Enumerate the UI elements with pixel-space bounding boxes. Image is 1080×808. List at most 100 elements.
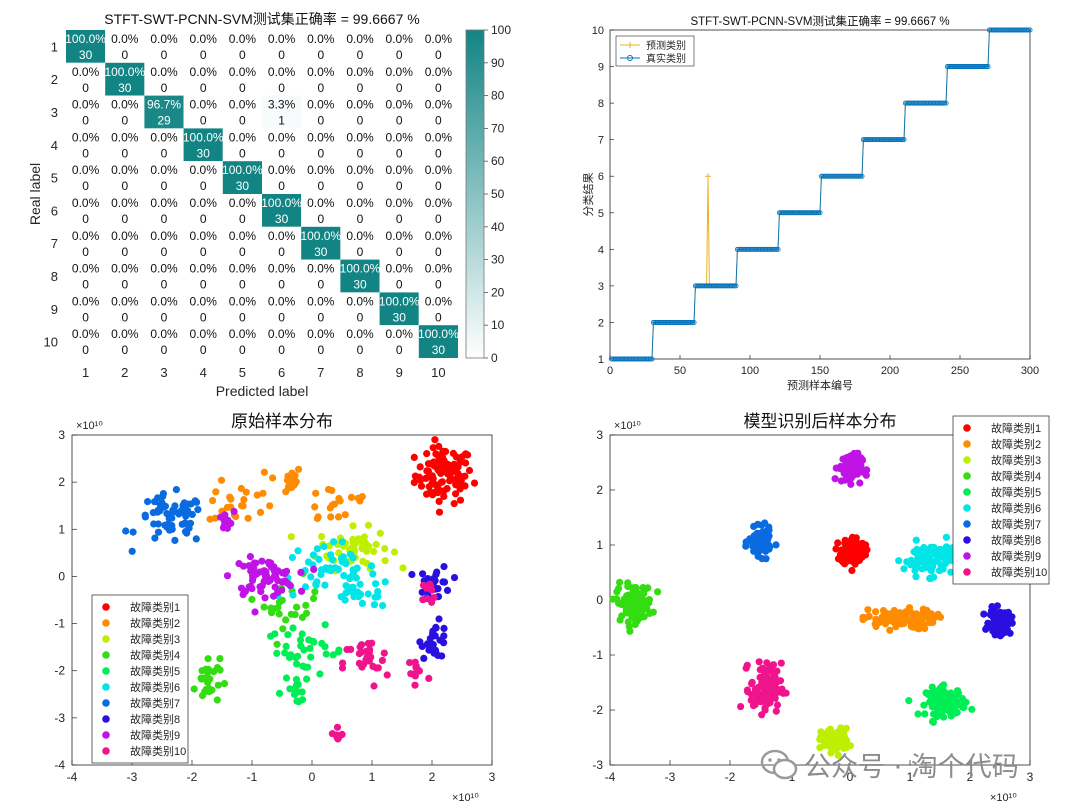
matrix-cell [183, 226, 223, 260]
matrix-cell [183, 194, 223, 227]
cell-percent-label: 0.0% [229, 196, 257, 210]
scatter-point [411, 681, 419, 689]
true-marker [859, 173, 865, 179]
legend-label: 故障类别2 [991, 437, 1041, 451]
cell-count-label: 0 [239, 310, 246, 324]
x-axis-label: 预测样本编号 [787, 378, 853, 392]
cell-count-label: 0 [200, 278, 207, 292]
predicted-marker [705, 173, 711, 180]
scatter-point [434, 489, 442, 497]
scatter-point [257, 587, 265, 596]
cell-count-label: 0 [82, 179, 89, 193]
scatter-point [909, 623, 917, 631]
scatter-point [834, 751, 843, 760]
cell-count-label: 0 [357, 114, 364, 128]
cell-percent-label: 0.0% [229, 327, 257, 341]
cell-count-label: 0 [317, 146, 324, 160]
true-marker [1026, 27, 1032, 33]
legend-label: 故障类别10 [991, 565, 1047, 579]
scatter-point [859, 613, 867, 621]
legend-box [615, 35, 695, 67]
cell-percent-label: 0.0% [150, 163, 178, 177]
scatter-point [448, 475, 456, 483]
scatter-point [193, 498, 201, 506]
matrix-cell [183, 325, 223, 358]
scatter-point [462, 459, 470, 467]
scatter-point [443, 586, 452, 595]
scatter-point [837, 477, 846, 485]
cell-percent-label: 0.0% [425, 294, 453, 308]
scatter-point [438, 478, 446, 486]
legend-marker [102, 619, 110, 627]
scatter-point [834, 539, 842, 547]
scatter-point [259, 489, 267, 497]
matrix-cell [183, 30, 223, 63]
scatter-point [154, 494, 162, 502]
cell-percent-label: 0.0% [150, 294, 178, 308]
scatter-point [260, 603, 268, 611]
matrix-cell [222, 259, 262, 293]
cell-count-label: 0 [435, 146, 442, 160]
scatter-point [321, 643, 329, 651]
cell-percent-label: 0.0% [229, 262, 257, 276]
cell-percent-label: 0.0% [425, 163, 453, 177]
cell-percent-label: 0.0% [190, 65, 218, 79]
cell-percent-label: 0.0% [229, 294, 257, 308]
scatter-point [772, 707, 780, 715]
scatter-point [342, 589, 350, 597]
cell-percent-label: 0.0% [268, 32, 296, 46]
y-tick-label: 0 [596, 593, 603, 607]
true-marker [817, 210, 823, 216]
scatter-point [338, 664, 347, 672]
scatter-point [171, 536, 179, 545]
cell-percent-label: 0.0% [346, 196, 374, 210]
scatter-point [282, 616, 290, 624]
scatter-point [435, 508, 444, 516]
scatter-point [248, 595, 256, 604]
cell-percent-label: 0.0% [346, 327, 374, 341]
scatter-point [235, 560, 243, 568]
scatter-point [267, 632, 275, 640]
scatter-point [427, 460, 435, 468]
cell-count-label: 1 [278, 114, 285, 128]
cell-percent-label: 0.0% [268, 65, 296, 79]
scatter-point [209, 497, 217, 505]
scatter-point [915, 556, 923, 565]
scatter-point [764, 535, 772, 543]
scatter-point [334, 513, 343, 521]
scatter-point [450, 574, 459, 582]
matrix-cell [222, 128, 262, 162]
y-tick-label: -2 [54, 664, 65, 678]
scatter-point [438, 453, 446, 461]
scatter-point [333, 723, 342, 731]
legend-marker [963, 472, 971, 480]
watermark: 公众号 · 淘个代码 [760, 745, 1060, 785]
cell-percent-label: 0.0% [229, 229, 257, 243]
cell-count-label: 0 [82, 310, 89, 324]
scatter-point [298, 613, 307, 622]
cell-percent-label: 100.0% [379, 294, 420, 308]
cell-count-label: 0 [396, 114, 403, 128]
scatter-point [346, 575, 354, 583]
scatter-point [419, 570, 427, 578]
scatter-point [214, 681, 222, 689]
scatter-point [951, 709, 959, 717]
scatter-point [462, 450, 470, 458]
x-tick-label: 2 [967, 770, 974, 784]
scatter-point [294, 547, 302, 555]
scatter-point [313, 545, 321, 553]
x-tick-label: -3 [127, 770, 138, 784]
scatter-point [635, 596, 643, 605]
scatter-point [942, 533, 951, 541]
matrix-cell [183, 95, 223, 129]
cell-count-label: 0 [161, 179, 168, 193]
cell-count-label: 0 [239, 343, 246, 357]
scatter-point [465, 466, 474, 475]
cell-count-label: 0 [317, 179, 324, 193]
cell-count-label: 0 [200, 81, 207, 95]
scatter-point [302, 601, 310, 609]
x-tick-label: 0 [309, 770, 316, 784]
scatter-point [279, 625, 287, 633]
true-marker [814, 210, 820, 216]
